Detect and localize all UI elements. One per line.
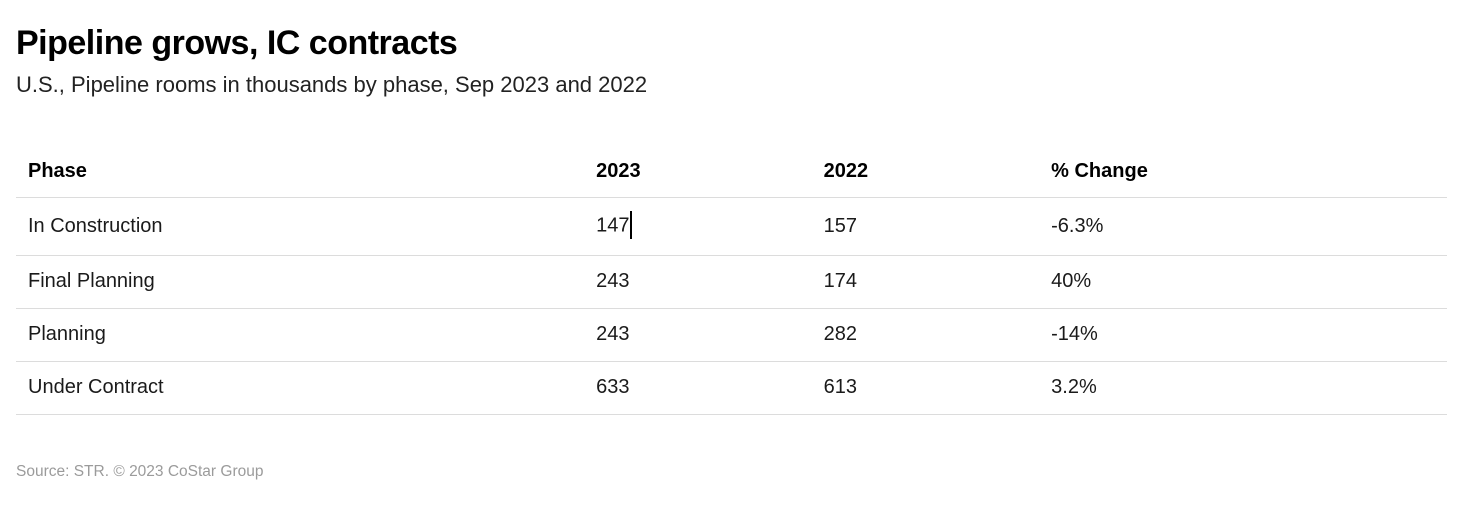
column-header-2023: 2023 (584, 152, 812, 199)
cell-phase[interactable]: Planning (16, 308, 585, 363)
source-attribution: Source: STR. © 2023 CoStar Group (16, 463, 264, 481)
cell-2022[interactable]: 174 (811, 255, 1040, 310)
cell-value: 147 (596, 214, 630, 237)
table-row: Under Contract 633 613 3.2% (16, 361, 1447, 416)
table-row: In Construction 147 157 -6.3% (16, 197, 1447, 257)
cell-2023[interactable]: 243 (584, 255, 812, 310)
cell-phase[interactable]: Under Contract (16, 361, 585, 416)
cell-2022[interactable]: 282 (811, 308, 1040, 363)
table-row: Final Planning 243 174 40% (16, 255, 1447, 310)
column-header-phase: Phase (16, 152, 585, 199)
cell-pct-change[interactable]: -6.3% (1039, 197, 1447, 257)
cell-pct-change[interactable]: 3.2% (1039, 361, 1447, 416)
cell-2022[interactable]: 157 (811, 197, 1040, 257)
chart-title: Pipeline grows, IC contracts (16, 24, 458, 62)
cell-2023-editing[interactable]: 147 (584, 197, 812, 257)
cell-2023[interactable]: 243 (584, 308, 812, 363)
column-header-pct-change: % Change (1039, 152, 1447, 199)
column-header-2022: 2022 (811, 152, 1040, 199)
cell-phase[interactable]: In Construction (16, 197, 585, 257)
chart-subtitle: U.S., Pipeline rooms in thousands by pha… (16, 72, 648, 98)
pipeline-table: Phase 2023 2022 % Change In Construction… (16, 152, 1447, 416)
cell-phase[interactable]: Final Planning (16, 255, 585, 310)
table-row: Planning 243 282 -14% (16, 308, 1447, 363)
cell-2022[interactable]: 613 (811, 361, 1040, 416)
text-cursor (630, 211, 633, 240)
cell-2023[interactable]: 633 (584, 361, 812, 416)
table-header-row: Phase 2023 2022 % Change (16, 152, 1447, 199)
cell-pct-change[interactable]: -14% (1039, 308, 1447, 363)
cell-pct-change[interactable]: 40% (1039, 255, 1447, 310)
